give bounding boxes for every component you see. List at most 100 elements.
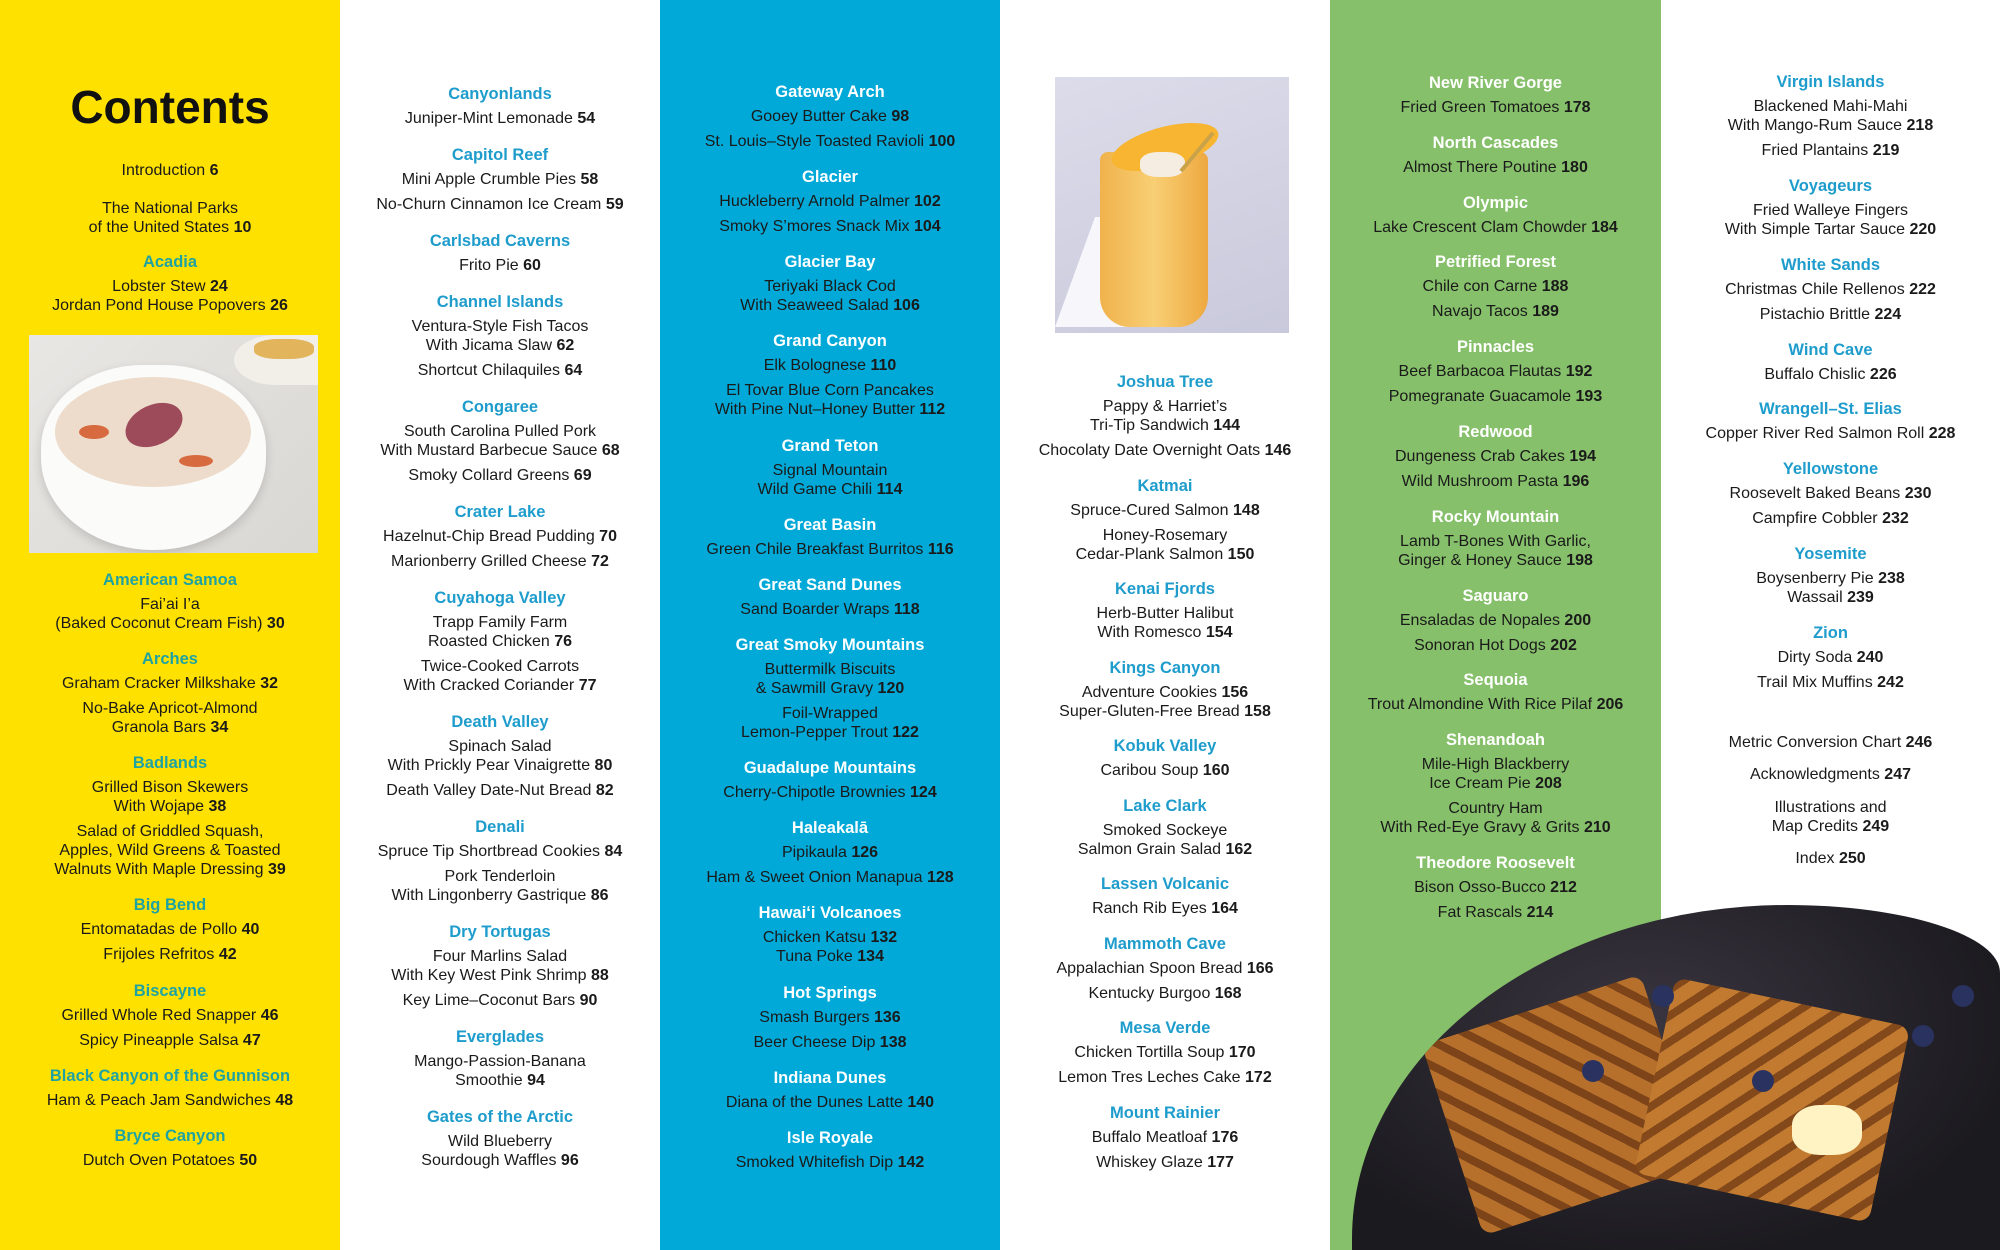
toc-entry[interactable]: Christmas Chile Rellenos 222 bbox=[1725, 280, 1936, 299]
toc-entry[interactable]: Buttermilk Biscuits & Sawmill Gravy 120 bbox=[756, 660, 905, 698]
toc-entry[interactable]: Teriyaki Black Cod With Seaweed Salad 10… bbox=[740, 277, 920, 315]
toc-entry[interactable]: Illustrations and Map Credits 249 bbox=[1772, 798, 1889, 836]
toc-entry[interactable]: St. Louis–Style Toasted Ravioli 100 bbox=[705, 132, 956, 151]
toc-entry[interactable]: No-Bake Apricot-Almond Granola Bars 34 bbox=[82, 699, 257, 737]
toc-entry[interactable]: Bison Osso-Bucco 212 bbox=[1414, 878, 1577, 897]
toc-entry[interactable]: Ventura-Style Fish Tacos With Jicama Sla… bbox=[412, 317, 589, 355]
toc-entry[interactable]: Grilled Bison Skewers With Wojape 38 bbox=[92, 778, 249, 816]
toc-entry[interactable]: El Tovar Blue Corn Pancakes With Pine Nu… bbox=[715, 381, 945, 419]
toc-entry[interactable]: Pomegranate Guacamole 193 bbox=[1389, 387, 1602, 406]
toc-entry[interactable]: Beer Cheese Dip 138 bbox=[754, 1033, 907, 1052]
toc-entry[interactable]: Trail Mix Muffins 242 bbox=[1757, 673, 1904, 692]
toc-entry[interactable]: Chocolaty Date Overnight Oats 146 bbox=[1039, 441, 1292, 460]
toc-entry[interactable]: Entomatadas de Pollo 40 bbox=[81, 920, 260, 939]
toc-entry[interactable]: Lamb T-Bones With Garlic, Ginger & Honey… bbox=[1398, 532, 1593, 570]
toc-entry[interactable]: Spruce-Cured Salmon 148 bbox=[1070, 501, 1259, 520]
toc-entry[interactable]: Navajo Tacos 189 bbox=[1432, 302, 1559, 321]
toc-entry[interactable]: South Carolina Pulled Pork With Mustard … bbox=[380, 422, 619, 460]
toc-entry[interactable]: Wild Blueberry Sourdough Waffles 96 bbox=[421, 1132, 578, 1170]
toc-entry[interactable]: Smoky Collard Greens 69 bbox=[408, 466, 591, 485]
toc-entry[interactable]: Death Valley Date-Nut Bread 82 bbox=[386, 781, 613, 800]
toc-entry[interactable]: Hazelnut-Chip Bread Pudding 70 bbox=[383, 527, 617, 546]
toc-entry[interactable]: Lobster Stew 24 bbox=[112, 277, 228, 296]
toc-entry[interactable]: Mile-High Blackberry Ice Cream Pie 208 bbox=[1422, 755, 1570, 793]
toc-entry[interactable]: Four Marlins Salad With Key West Pink Sh… bbox=[391, 947, 609, 985]
toc-entry[interactable]: Chile con Carne 188 bbox=[1423, 277, 1569, 296]
toc-entry[interactable]: Spruce Tip Shortbread Cookies 84 bbox=[378, 842, 623, 861]
toc-entry[interactable]: Twice-Cooked Carrots With Cracked Corian… bbox=[404, 657, 597, 695]
toc-entry[interactable]: Key Lime–Coconut Bars 90 bbox=[403, 991, 598, 1010]
toc-entry[interactable]: Dungeness Crab Cakes 194 bbox=[1395, 447, 1596, 466]
toc-entry[interactable]: Ham & Sweet Onion Manapua 128 bbox=[706, 868, 953, 887]
toc-entry[interactable]: Trapp Family Farm Roasted Chicken 76 bbox=[428, 613, 572, 651]
toc-entry[interactable]: Copper River Red Salmon Roll 228 bbox=[1706, 424, 1956, 443]
toc-entry[interactable]: Juniper-Mint Lemonade 54 bbox=[405, 109, 595, 128]
toc-entry[interactable]: Gooey Butter Cake 98 bbox=[751, 107, 909, 126]
toc-entry[interactable]: Adventure Cookies 156 bbox=[1082, 683, 1248, 702]
toc-entry[interactable]: Shortcut Chilaquiles 64 bbox=[418, 361, 583, 380]
toc-entry[interactable]: Wassail 239 bbox=[1787, 588, 1874, 607]
toc-entry[interactable]: Trout Almondine With Rice Pilaf 206 bbox=[1368, 695, 1624, 714]
toc-entry[interactable]: Dirty Soda 240 bbox=[1778, 648, 1884, 667]
toc-entry[interactable]: Index 250 bbox=[1795, 849, 1865, 868]
toc-entry[interactable]: Pappy & Harriet’s Tri-Tip Sandwich 144 bbox=[1090, 397, 1240, 435]
toc-entry[interactable]: Campfire Cobbler 232 bbox=[1752, 509, 1909, 528]
toc-entry[interactable]: Green Chile Breakfast Burritos 116 bbox=[706, 540, 953, 559]
toc-entry[interactable]: Graham Cracker Milkshake 32 bbox=[62, 674, 278, 693]
toc-entry[interactable]: Honey-Rosemary Cedar-Plank Salmon 150 bbox=[1076, 526, 1255, 564]
toc-entry[interactable]: Fai’ai I’a (Baked Coconut Cream Fish) 30 bbox=[55, 595, 284, 633]
toc-entry[interactable]: Roosevelt Baked Beans 230 bbox=[1730, 484, 1932, 503]
toc-entry[interactable]: Ranch Rib Eyes 164 bbox=[1092, 899, 1238, 918]
toc-entry[interactable]: Salad of Griddled Squash, Apples, Wild G… bbox=[54, 822, 286, 879]
toc-entry[interactable]: Chicken Tortilla Soup 170 bbox=[1074, 1043, 1255, 1062]
toc-entry[interactable]: Marionberry Grilled Cheese 72 bbox=[391, 552, 609, 571]
toc-entry[interactable]: Fried Green Tomatoes 178 bbox=[1400, 98, 1590, 117]
toc-entry[interactable]: Frijoles Refritos 42 bbox=[103, 945, 236, 964]
toc-entry[interactable]: Country Ham With Red-Eye Gravy & Grits 2… bbox=[1380, 799, 1610, 837]
toc-entry[interactable]: Pork Tenderloin With Lingonberry Gastriq… bbox=[391, 867, 608, 905]
toc-entry[interactable]: Ham & Peach Jam Sandwiches 48 bbox=[47, 1091, 293, 1110]
toc-entry[interactable]: Elk Bolognese 110 bbox=[764, 356, 897, 375]
toc-entry[interactable]: Pipikaula 126 bbox=[782, 843, 878, 862]
toc-entry[interactable]: Acknowledgments 247 bbox=[1750, 765, 1911, 784]
toc-entry[interactable]: Herb-Butter Halibut With Romesco 154 bbox=[1097, 604, 1234, 642]
toc-entry[interactable]: Sonoran Hot Dogs 202 bbox=[1414, 636, 1577, 655]
toc-entry[interactable]: Introduction 6 bbox=[122, 161, 219, 180]
toc-entry[interactable]: Beef Barbacoa Flautas 192 bbox=[1399, 362, 1593, 381]
toc-entry[interactable]: Smoky S’mores Snack Mix 104 bbox=[719, 217, 940, 236]
toc-entry[interactable]: Grilled Whole Red Snapper 46 bbox=[61, 1006, 278, 1025]
toc-entry[interactable]: Cherry-Chipotle Brownies 124 bbox=[723, 783, 936, 802]
toc-entry[interactable]: Foil-Wrapped Lemon-Pepper Trout 122 bbox=[741, 704, 919, 742]
toc-entry[interactable]: Diana of the Dunes Latte 140 bbox=[726, 1093, 934, 1112]
toc-entry[interactable]: Super-Gluten-Free Bread 158 bbox=[1059, 702, 1271, 721]
toc-entry[interactable]: Fried Walleye Fingers With Simple Tartar… bbox=[1725, 201, 1936, 239]
toc-entry[interactable]: Signal Mountain Wild Game Chili 114 bbox=[758, 461, 903, 499]
toc-entry[interactable]: Mango-Passion-Banana Smoothie 94 bbox=[414, 1052, 586, 1090]
toc-entry[interactable]: No-Churn Cinnamon Ice Cream 59 bbox=[376, 195, 623, 214]
toc-entry[interactable]: Metric Conversion Chart 246 bbox=[1729, 733, 1933, 752]
toc-entry[interactable]: The National Parks of the United States … bbox=[89, 199, 252, 237]
toc-entry[interactable]: Smoked Sockeye Salmon Grain Salad 162 bbox=[1078, 821, 1252, 859]
toc-entry[interactable]: Blackened Mahi-Mahi With Mango-Rum Sauce… bbox=[1728, 97, 1933, 135]
toc-entry[interactable]: Boysenberry Pie 238 bbox=[1756, 569, 1905, 588]
toc-entry[interactable]: Buffalo Chislic 226 bbox=[1764, 365, 1896, 384]
toc-entry[interactable]: Appalachian Spoon Bread 166 bbox=[1056, 959, 1273, 978]
toc-entry[interactable]: Whiskey Glaze 177 bbox=[1096, 1153, 1234, 1172]
toc-entry[interactable]: Dutch Oven Potatoes 50 bbox=[83, 1151, 257, 1170]
toc-entry[interactable]: Jordan Pond House Popovers 26 bbox=[52, 296, 288, 315]
toc-entry[interactable]: Smash Burgers 136 bbox=[759, 1008, 900, 1027]
toc-entry[interactable]: Sand Boarder Wraps 118 bbox=[740, 600, 919, 619]
toc-entry[interactable]: Lake Crescent Clam Chowder 184 bbox=[1373, 218, 1618, 237]
toc-entry[interactable]: Smoked Whitefish Dip 142 bbox=[736, 1153, 925, 1172]
toc-entry[interactable]: Spicy Pineapple Salsa 47 bbox=[79, 1031, 260, 1050]
toc-entry[interactable]: Huckleberry Arnold Palmer 102 bbox=[719, 192, 940, 211]
toc-entry[interactable]: Spinach Salad With Prickly Pear Vinaigre… bbox=[388, 737, 613, 775]
toc-entry[interactable]: Pistachio Brittle 224 bbox=[1760, 305, 1901, 324]
toc-entry[interactable]: Almost There Poutine 180 bbox=[1403, 158, 1588, 177]
toc-entry[interactable]: Mini Apple Crumble Pies 58 bbox=[402, 170, 599, 189]
toc-entry[interactable]: Chicken Katsu 132 bbox=[763, 928, 897, 947]
toc-entry[interactable]: Tuna Poke 134 bbox=[776, 947, 884, 966]
toc-entry[interactable]: Wild Mushroom Pasta 196 bbox=[1402, 472, 1590, 491]
toc-entry[interactable]: Ensaladas de Nopales 200 bbox=[1400, 611, 1591, 630]
toc-entry[interactable]: Fried Plantains 219 bbox=[1762, 141, 1900, 160]
